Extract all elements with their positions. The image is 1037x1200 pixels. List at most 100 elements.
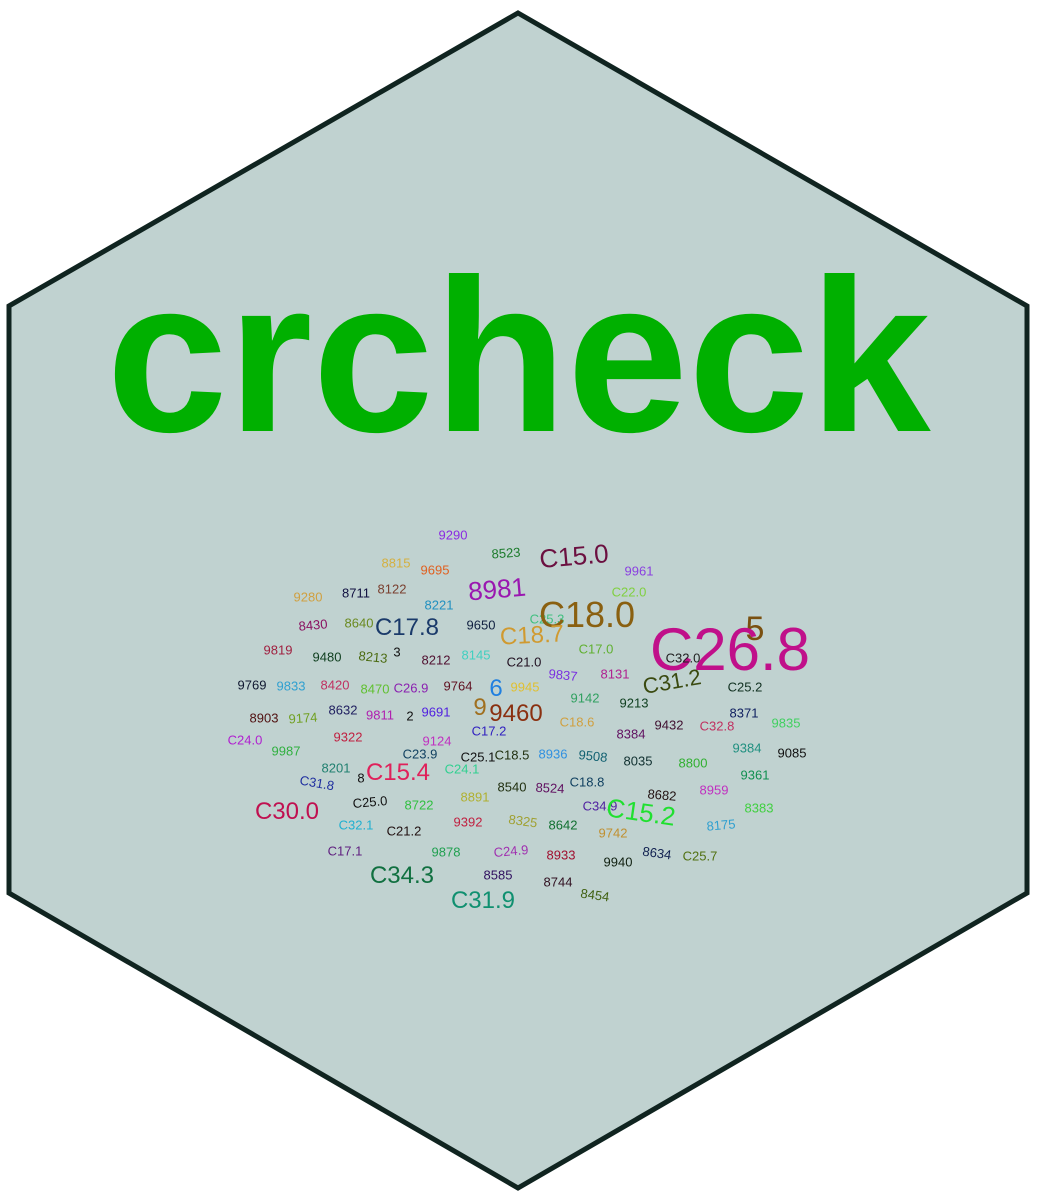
word-cloud-term: 9290 [438, 527, 468, 543]
word-cloud-term: 9384 [732, 740, 762, 756]
word-cloud-term: 9833 [276, 678, 306, 694]
word-cloud-term: C17.1 [327, 843, 363, 859]
word-cloud-term: 9174 [288, 709, 318, 727]
word-cloud-term: C30.0 [254, 798, 320, 825]
word-cloud-term: 8454 [579, 885, 611, 905]
word-cloud-term: 3 [393, 644, 401, 660]
word-cloud-term: C21.2 [386, 823, 422, 839]
word-cloud-term: 9361 [740, 767, 770, 783]
word-cloud-term: 8430 [297, 616, 329, 634]
word-cloud-term: 9691 [421, 704, 451, 720]
word-cloud-term: C23.9 [402, 746, 438, 762]
word-cloud-term: 9142 [570, 690, 600, 706]
word-cloud-term: 8131 [600, 666, 630, 682]
word-cloud-term: 8383 [744, 800, 774, 816]
word-cloud-term: C25.3 [529, 611, 565, 627]
word-cloud-term: 9280 [293, 589, 323, 605]
word-cloud-term: 8540 [497, 779, 527, 795]
word-cloud-term: 8523 [491, 544, 521, 562]
word-cloud-term: 9650 [466, 617, 496, 633]
word-cloud-term: C34.9 [582, 798, 618, 814]
word-cloud-term: 5 [745, 610, 765, 648]
word-cloud-term: 8122 [377, 581, 407, 597]
word-cloud-term: C26.9 [393, 680, 429, 696]
word-cloud-term: C32.8 [699, 718, 735, 734]
word-cloud-term: 8744 [543, 874, 573, 890]
word-cloud-term: 9480 [312, 649, 342, 665]
word-cloud-term: 9811 [366, 707, 394, 723]
word-cloud-term: 9322 [333, 729, 363, 745]
word-cloud-term: C21.0 [506, 654, 542, 670]
word-cloud-term: 9961 [624, 563, 654, 579]
word-cloud-term: 9940 [603, 854, 633, 870]
word-cloud-term: C32.0 [665, 650, 701, 666]
word-cloud-term: 8585 [483, 867, 513, 883]
package-title: crcheck [106, 235, 931, 478]
word-cloud-term: C18.0 [538, 594, 636, 635]
word-cloud-term: 8 [357, 770, 365, 786]
word-cloud-term: 8936 [538, 746, 568, 762]
word-cloud-term: 8903 [249, 710, 279, 726]
word-cloud-term: 9 [473, 694, 487, 721]
word-cloud-term: C15.2 [604, 792, 678, 832]
word-cloud-term: 8800 [678, 755, 708, 771]
word-cloud-term: 8981 [466, 571, 528, 607]
word-cloud-term: C22.0 [611, 584, 647, 600]
word-cloud-term: C24.9 [493, 842, 529, 860]
word-cloud-term: 8371 [729, 705, 759, 721]
word-cloud-term: C17.0 [578, 641, 614, 657]
word-cloud-term: C32.1 [338, 817, 374, 833]
word-cloud-term: 9213 [619, 695, 649, 711]
word-cloud-term: 8640 [344, 615, 374, 631]
word-cloud-term: 8201 [321, 760, 351, 776]
word-cloud-term: C25.1 [460, 749, 496, 765]
word-cloud-term: 9124 [422, 733, 452, 749]
word-cloud-term: 8145 [461, 647, 491, 663]
word-cloud-term: 8221 [424, 597, 454, 613]
word-cloud-term: 9764 [443, 678, 473, 694]
word-cloud-term: 2 [406, 708, 414, 724]
word-cloud-term: 9819 [263, 642, 293, 658]
hexagon-shape [6, 10, 1030, 1191]
word-cloud-term: 8642 [548, 817, 578, 833]
word-cloud-term: C18.5 [494, 747, 530, 763]
word-cloud-term: C15.4 [365, 759, 431, 786]
word-cloud-term: 9837 [547, 666, 579, 684]
word-cloud-term: 9085 [777, 745, 807, 761]
word-cloud-term: 8524 [535, 779, 565, 797]
word-cloud-term: 9945 [510, 679, 540, 695]
word-cloud-term: 8213 [357, 648, 389, 666]
word-cloud-term: 8722 [404, 797, 434, 813]
word-cloud-term: C24.1 [444, 761, 480, 777]
word-cloud-term: C25.2 [727, 679, 763, 695]
word-cloud-term: 9742 [598, 825, 628, 841]
word-cloud-term: C15.0 [538, 538, 610, 574]
word-cloud-term: 8212 [421, 652, 451, 668]
word-cloud-term: 8632 [328, 702, 358, 718]
word-cloud-term: 8959 [699, 782, 729, 798]
word-cloud-term: 8470 [360, 681, 390, 697]
word-cloud-term: 9878 [431, 844, 461, 860]
word-cloud-term: C24.0 [227, 732, 263, 748]
word-cloud-term: 8384 [616, 726, 646, 742]
word-cloud-term: 8035 [623, 753, 653, 769]
word-cloud-term: 9392 [453, 814, 483, 830]
word-cloud-term: 8815 [381, 555, 411, 571]
word-cloud-term: 8634 [641, 843, 673, 863]
word-cloud-term: 9769 [237, 677, 267, 693]
word-cloud-term: 9508 [577, 747, 609, 765]
word-cloud-term: 8420 [320, 677, 350, 693]
word-cloud-term: C18.7 [499, 620, 565, 651]
word-cloud-term: C26.8 [649, 616, 811, 683]
word-cloud-term: 6 [489, 675, 503, 702]
word-cloud-term: 8711 [342, 585, 370, 601]
word-cloud-term: 9695 [420, 562, 450, 578]
word-cloud-term: C17.8 [374, 614, 440, 641]
word-cloud-term: C31.8 [298, 772, 336, 794]
word-cloud-term: C34.3 [369, 862, 435, 889]
word-cloud-term: 9432 [654, 717, 684, 733]
word-cloud-term: C18.6 [559, 714, 595, 730]
